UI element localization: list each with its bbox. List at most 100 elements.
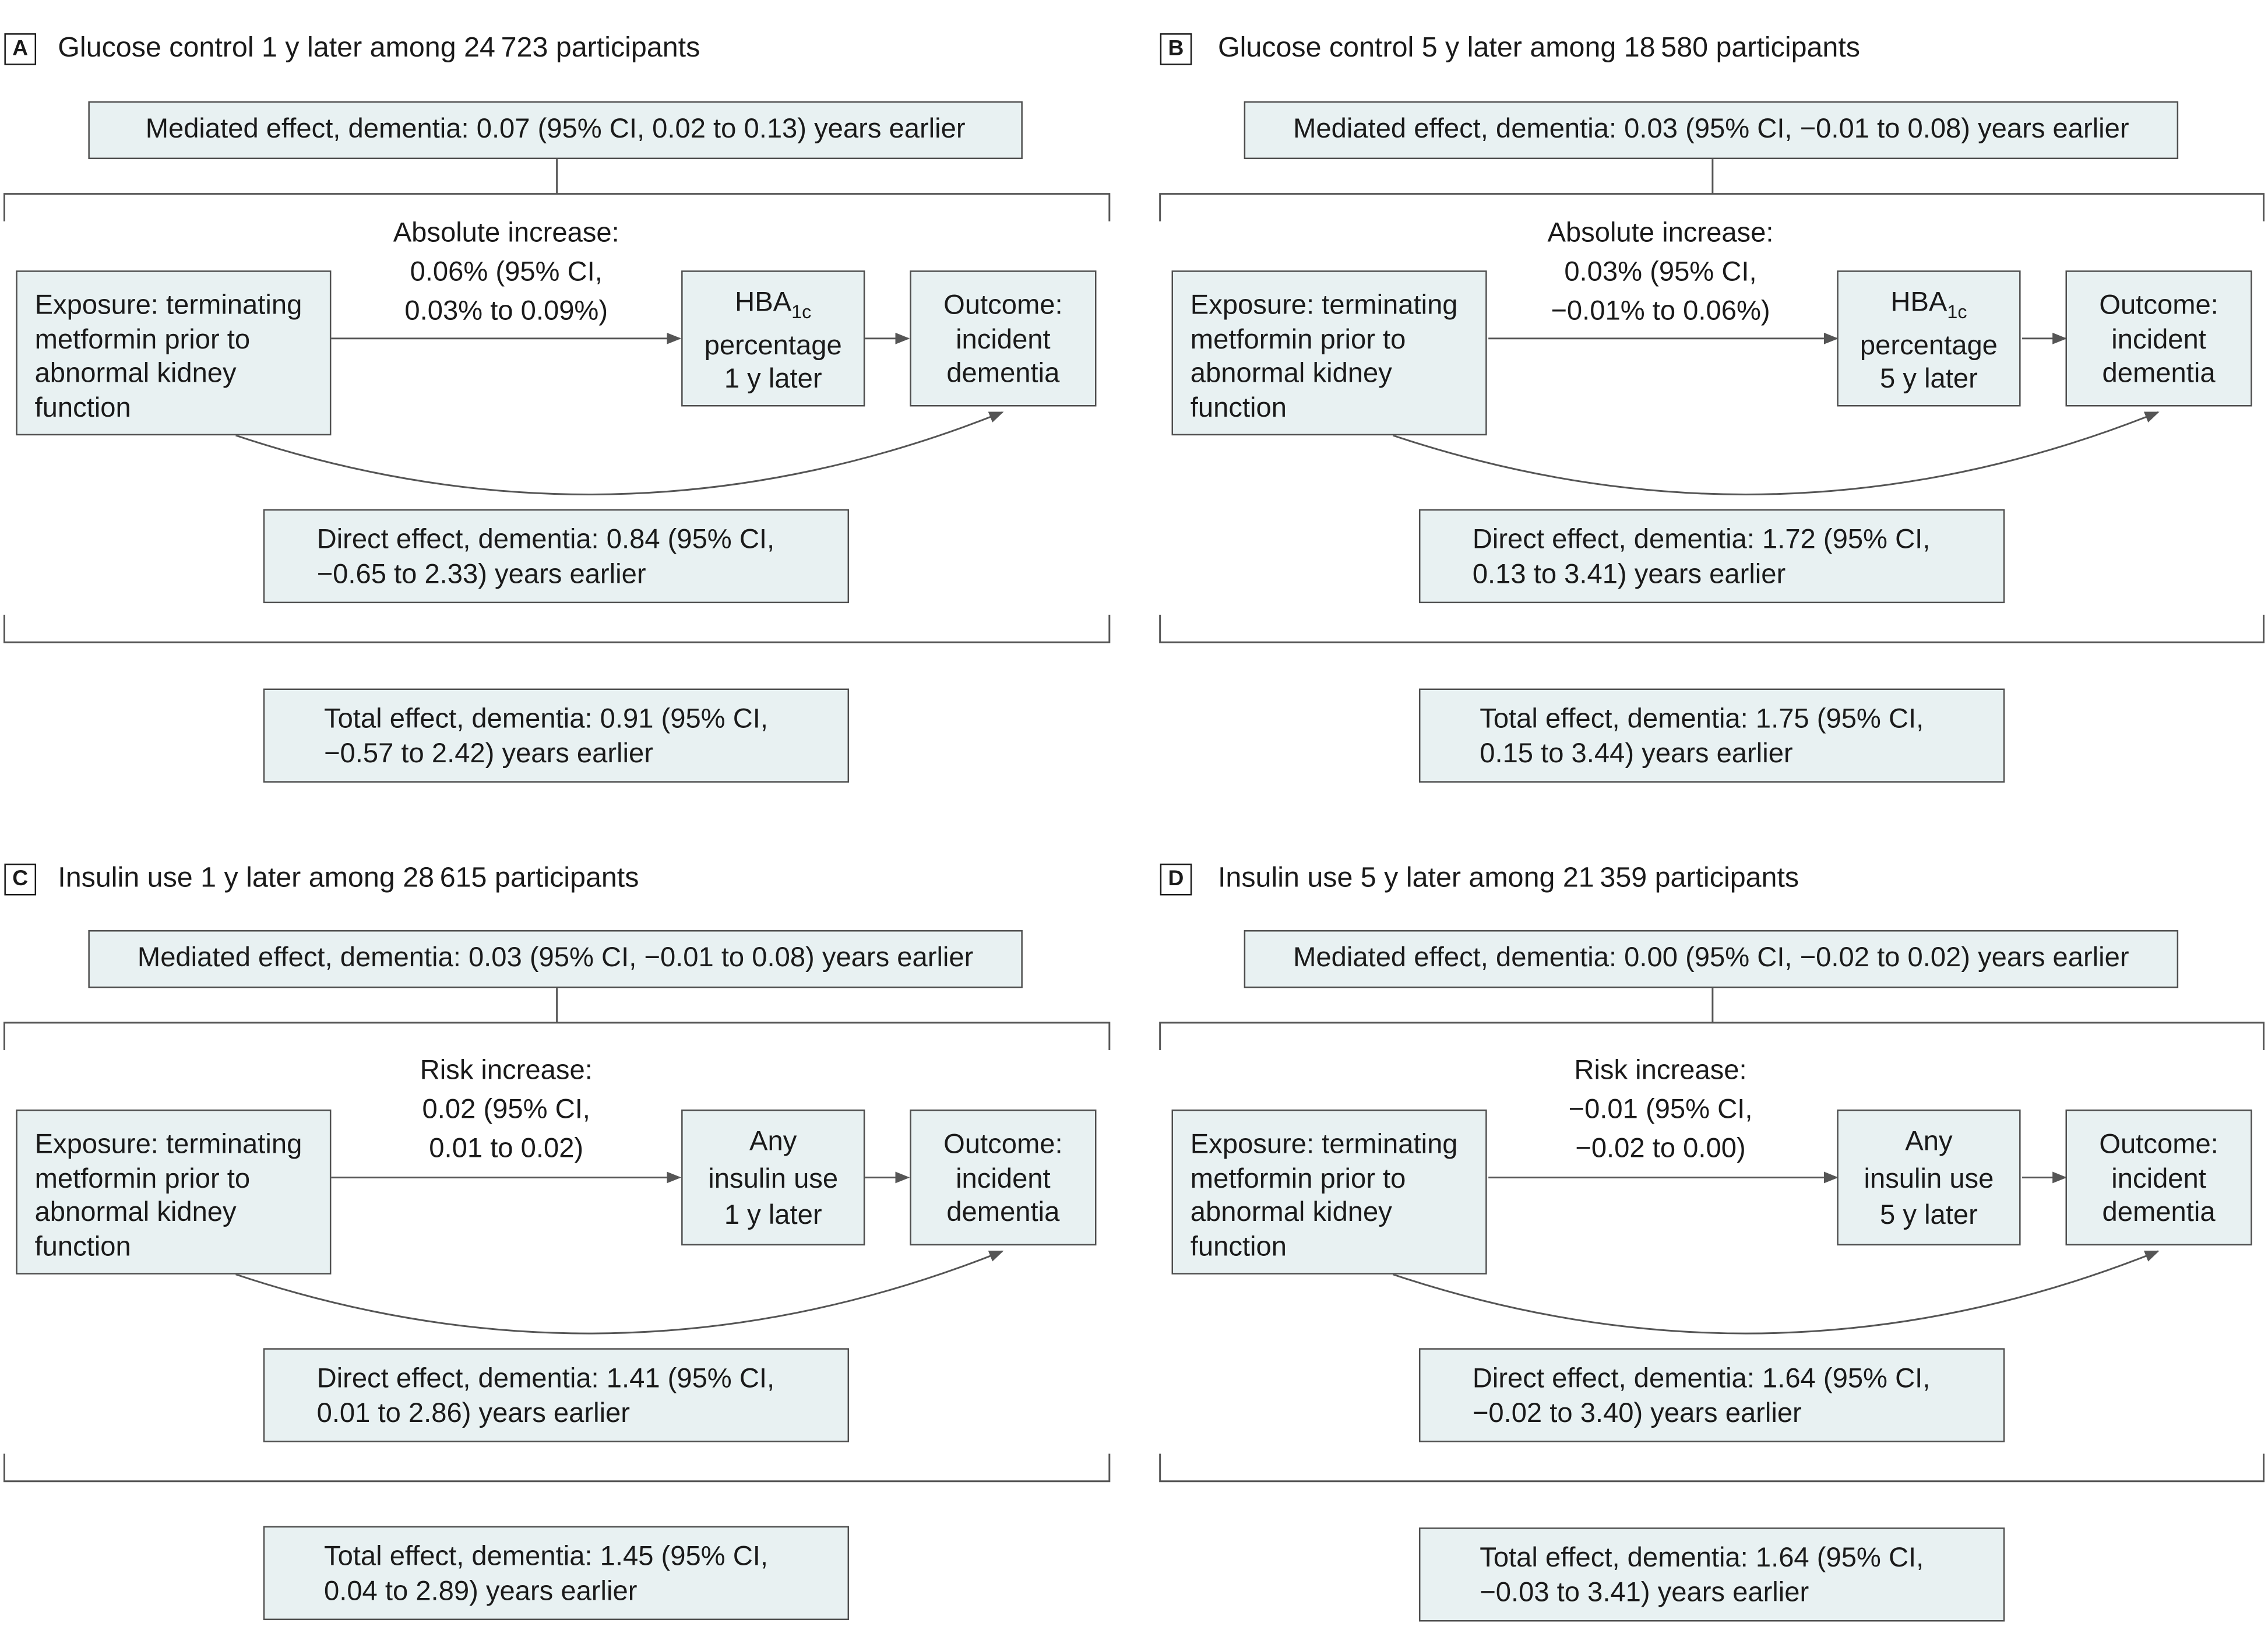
direct-effect-line: 0.13 to 3.41) years earlier	[1472, 559, 1786, 590]
exposure-box: Exposure: terminating metformin prior to…	[1171, 1109, 1487, 1275]
panel-b: B Glucose control 5 y later among 18 580…	[1157, 0, 2268, 810]
edge-label-line: Risk increase:	[420, 1055, 593, 1087]
bracket-bottom	[1159, 1453, 2265, 1483]
total-effect-line: Total effect, dementia: 1.64 (95% CI,	[1480, 1543, 1924, 1574]
direct-effect-box: Direct effect, dementia: 1.64 (95% CI, −…	[1418, 1348, 2005, 1442]
panel-a: A Glucose control 1 y later among 24 723…	[0, 0, 1111, 810]
panel-d-connectors	[1159, 988, 2265, 1483]
direct-path-arrow	[235, 411, 1004, 495]
mediator-hba1c: HBA1c	[1839, 286, 2019, 329]
edge-label-line: 0.06% (95% CI,	[410, 257, 603, 288]
exposure-line: metformin prior to	[1190, 1163, 1406, 1195]
total-effect-line: 0.15 to 3.44) years earlier	[1480, 738, 1793, 769]
panel-title: Insulin use 5 y later among 21 359 parti…	[1217, 862, 1799, 894]
exposure-line: abnormal kidney	[1190, 358, 1392, 389]
total-effect-line: −0.03 to 3.41) years earlier	[1480, 1577, 1809, 1608]
mediator-box: HBA1c percentage 5 y later	[1837, 270, 2021, 407]
total-effect-box: Total effect, dementia: 1.75 (95% CI, 0.…	[1418, 688, 2005, 783]
direct-path-arrow	[1392, 411, 2160, 495]
exposure-line: abnormal kidney	[34, 1198, 237, 1228]
mediated-effect-box: Mediated effect, dementia: 0.07 (95% CI,…	[88, 101, 1023, 160]
total-effect-line: −0.57 to 2.42) years earlier	[324, 738, 653, 769]
panel-d: D Insulin use 5 y later among 21 359 par…	[1157, 839, 2268, 1649]
panel-letter: D	[1160, 863, 1192, 896]
mediator-line: percentage	[704, 330, 842, 361]
outcome-line: dementia	[2102, 358, 2216, 389]
direct-path-arrow	[1392, 1250, 2160, 1335]
exposure-line: Exposure: terminating	[1190, 290, 1458, 322]
exposure-line: function	[34, 1231, 131, 1262]
total-effect-line: Total effect, dementia: 0.91 (95% CI,	[324, 704, 769, 735]
edge-label-line: Absolute increase:	[1547, 218, 1774, 249]
edge-label-line: −0.01% to 0.06%)	[1551, 296, 1770, 327]
edge-label: Absolute increase: 0.06% (95% CI, 0.03% …	[333, 214, 680, 331]
exposure-line: metformin prior to	[1190, 325, 1406, 355]
edge-label: Risk increase: 0.02 (95% CI, 0.01 to 0.0…	[333, 1052, 680, 1169]
outcome-line: incident	[956, 1163, 1051, 1195]
hba-text: HBA	[1890, 287, 1947, 319]
edge-label-line: 0.01 to 0.02)	[429, 1134, 584, 1165]
exposure-box: Exposure: terminating metformin prior to…	[16, 1109, 332, 1275]
total-effect-box: Total effect, dementia: 0.91 (95% CI, −0…	[263, 688, 850, 783]
bracket-top	[3, 193, 1111, 221]
hba-subscript: 1c	[791, 301, 812, 323]
exposure-line: metformin prior to	[34, 325, 251, 355]
outcome-line: dementia	[2102, 1198, 2216, 1228]
edge-label-line: 0.02 (95% CI,	[422, 1094, 590, 1126]
outcome-line: incident	[956, 325, 1051, 355]
panel-c-connectors	[3, 988, 1111, 1483]
edge-label-line: −0.01 (95% CI,	[1568, 1094, 1753, 1126]
edge-label-line: Absolute increase:	[393, 218, 619, 249]
total-effect-line: Total effect, dementia: 1.45 (95% CI,	[324, 1541, 769, 1573]
outcome-line: incident	[2111, 1163, 2206, 1195]
direct-effect-line: Direct effect, dementia: 1.72 (95% CI,	[1472, 525, 1931, 556]
panel-title: Glucose control 1 y later among 24 723 p…	[58, 31, 700, 64]
edge-label-line: −0.02 to 0.00)	[1575, 1134, 1746, 1165]
mediator-line: insulin use	[1864, 1163, 1994, 1195]
edge-label: Risk increase: −0.01 (95% CI, −0.02 to 0…	[1487, 1052, 1834, 1169]
mediated-effect-text: Mediated effect, dementia: 0.03 (95% CI,…	[137, 943, 974, 974]
panel-letter: C	[4, 863, 37, 896]
total-effect-line: 0.04 to 2.89) years earlier	[324, 1576, 638, 1607]
exposure-line: abnormal kidney	[34, 358, 237, 389]
mediator-line: 1 y later	[724, 1201, 822, 1231]
mediated-effect-text: Mediated effect, dementia: 0.03 (95% CI,…	[1293, 114, 2129, 145]
bracket-bottom	[3, 614, 1111, 643]
outcome-line: dementia	[946, 1198, 1060, 1228]
bracket-top	[3, 1022, 1111, 1051]
exposure-line: function	[1190, 392, 1287, 424]
mediated-effect-box: Mediated effect, dementia: 0.03 (95% CI,…	[1244, 101, 2179, 160]
panel-title: Insulin use 1 y later among 28 615 parti…	[58, 862, 639, 894]
edge-label-line: Risk increase:	[1574, 1055, 1747, 1087]
edge-label-line: 0.03% to 0.09%)	[404, 296, 608, 327]
outcome-box: Outcome: incident dementia	[2065, 270, 2252, 407]
panel-letter: A	[4, 33, 37, 65]
exposure-box: Exposure: terminating metformin prior to…	[16, 270, 332, 436]
direct-effect-line: Direct effect, dementia: 1.41 (95% CI,	[316, 1364, 775, 1395]
panel-b-connectors	[1159, 159, 2265, 643]
panel-letter: B	[1160, 33, 1192, 65]
direct-effect-line: 0.01 to 2.86) years earlier	[316, 1397, 631, 1429]
exposure-box: Exposure: terminating metformin prior to…	[1171, 270, 1487, 436]
total-effect-line: Total effect, dementia: 1.75 (95% CI,	[1480, 704, 1924, 735]
exposure-line: Exposure: terminating	[34, 290, 302, 322]
outcome-line: Outcome:	[943, 290, 1063, 322]
exposure-line: abnormal kidney	[1190, 1198, 1392, 1228]
direct-path-arrow	[235, 1250, 1004, 1335]
panel-c: C Insulin use 1 y later among 28 615 par…	[0, 829, 1111, 1639]
hba-subscript: 1c	[1947, 301, 1967, 323]
outcome-box: Outcome: incident dementia	[910, 270, 1097, 407]
direct-effect-line: Direct effect, dementia: 1.64 (95% CI,	[1472, 1364, 1931, 1395]
exposure-line: metformin prior to	[34, 1163, 251, 1195]
panel-title: Glucose control 5 y later among 18 580 p…	[1217, 31, 1861, 64]
hba-text: HBA	[735, 287, 792, 319]
direct-effect-line: −0.65 to 2.33) years earlier	[316, 559, 646, 590]
mediator-line: Any	[1905, 1127, 1953, 1157]
mediator-line: insulin use	[708, 1163, 839, 1195]
outcome-line: Outcome:	[943, 1129, 1063, 1160]
mediator-box: HBA1c percentage 1 y later	[681, 270, 865, 407]
mediated-effect-text: Mediated effect, dementia: 0.00 (95% CI,…	[1293, 943, 2129, 974]
mediated-effect-text: Mediated effect, dementia: 0.07 (95% CI,…	[145, 114, 966, 145]
direct-effect-box: Direct effect, dementia: 1.72 (95% CI, 0…	[1418, 509, 2005, 604]
